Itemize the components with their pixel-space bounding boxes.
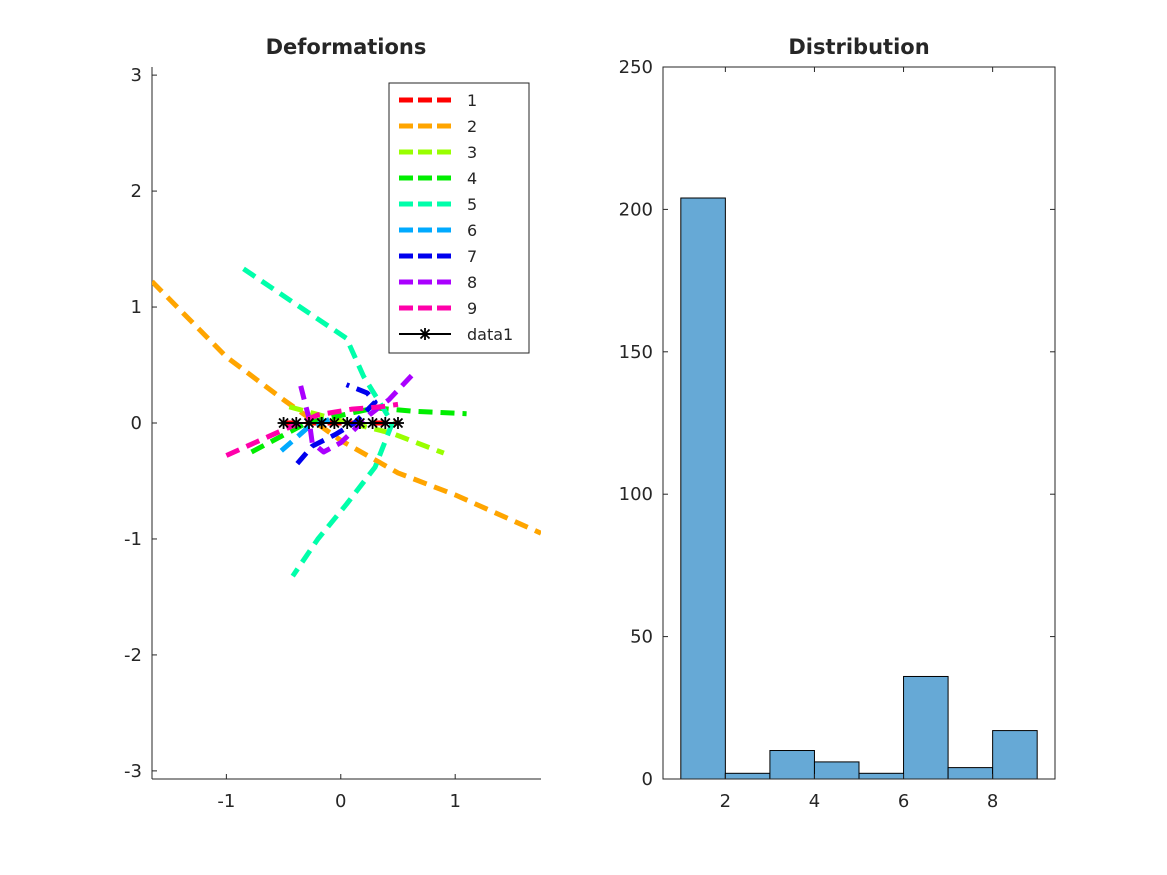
y-tick-label: -2 xyxy=(124,645,142,666)
histogram-bar xyxy=(724,772,771,780)
distribution-axes: Distribution 0 50 100 150 200 250 2 4 6 8 xyxy=(619,35,1056,812)
y-tick-label: 0 xyxy=(642,769,653,790)
y-tick-label: 3 xyxy=(131,65,142,86)
legend-label: 9 xyxy=(467,299,477,318)
histogram-bar xyxy=(903,675,949,780)
y-tick-label: 1 xyxy=(131,297,142,318)
distribution-title: Distribution xyxy=(788,35,929,59)
series-9-line xyxy=(225,401,399,458)
histogram-bar xyxy=(769,750,815,780)
y-tick-label: 0 xyxy=(131,413,142,434)
y-tick-label: 250 xyxy=(619,57,653,78)
series-data1-marker xyxy=(290,417,303,429)
series-data1-marker xyxy=(353,417,366,429)
distribution-ticks: 0 50 100 150 200 250 2 4 6 8 xyxy=(619,57,1055,812)
histogram-bar xyxy=(858,772,905,780)
legend-label: 3 xyxy=(467,143,477,162)
series-data1-marker xyxy=(391,417,404,429)
x-tick-label: 1 xyxy=(449,791,460,812)
legend-label: 8 xyxy=(467,273,477,292)
series-data1-marker xyxy=(315,417,328,429)
legend-label: 2 xyxy=(467,117,477,136)
series-6-line xyxy=(279,414,337,453)
legend-label: 4 xyxy=(467,169,477,188)
y-tick-label: 150 xyxy=(619,342,653,363)
series-data1-marker xyxy=(302,417,315,429)
histogram-bar xyxy=(947,767,994,780)
x-tick-label: 0 xyxy=(335,791,346,812)
y-tick-label: 2 xyxy=(131,181,142,202)
legend-label: 6 xyxy=(467,221,477,240)
legend-label: 5 xyxy=(467,195,477,214)
legend-marker xyxy=(419,328,431,340)
distribution-bars xyxy=(680,197,1038,780)
series-data1-marker xyxy=(366,417,379,429)
distribution-axes-box xyxy=(662,66,1056,780)
y-tick-label: 100 xyxy=(619,484,653,505)
legend-label: 1 xyxy=(467,91,477,110)
deformations-axes: Deformations -3 -2 -1 0 1 2 3 -1 0 1 1 2 3 4 5 6 7 8 9 dat… xyxy=(124,35,541,812)
legend-label: data1 xyxy=(467,325,513,344)
y-tick-label: -1 xyxy=(124,529,142,550)
series-data1-marker xyxy=(379,417,392,429)
x-tick-label: 8 xyxy=(987,791,998,812)
deformations-title: Deformations xyxy=(266,35,427,59)
series-data1-marker xyxy=(341,417,354,429)
x-tick-label: 4 xyxy=(809,791,820,812)
y-tick-label: 50 xyxy=(630,627,653,648)
x-tick-label: 2 xyxy=(720,791,731,812)
series-data1-marker xyxy=(277,417,290,429)
deformations-legend: 1 2 3 4 5 6 7 8 9 data1 xyxy=(388,82,530,354)
x-tick-label: -1 xyxy=(217,791,235,812)
y-tick-label: -3 xyxy=(124,761,142,782)
histogram-bar xyxy=(680,197,726,780)
deformations-ticks: -3 -2 -1 0 1 2 3 -1 0 1 xyxy=(124,65,461,812)
histogram-bar xyxy=(992,730,1038,780)
histogram-bar xyxy=(813,761,860,780)
series-data1-marker xyxy=(328,417,341,429)
x-tick-label: 6 xyxy=(898,791,909,812)
legend-label: 7 xyxy=(467,247,477,266)
y-tick-label: 200 xyxy=(619,199,653,220)
deformations-plot-area xyxy=(152,266,541,578)
